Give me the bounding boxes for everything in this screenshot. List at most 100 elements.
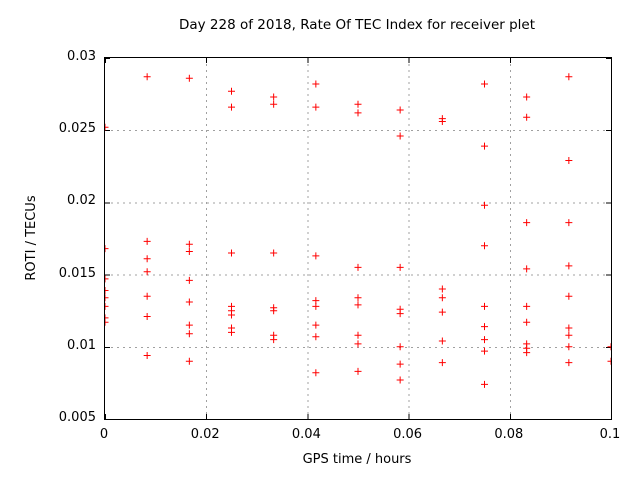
- data-point-marker: [565, 292, 573, 300]
- y-tick-label: 0.01: [67, 337, 96, 353]
- data-point-marker: [228, 311, 235, 319]
- data-point-marker: [105, 123, 109, 131]
- data-point-marker: [396, 343, 404, 351]
- data-point-marker: [185, 298, 193, 306]
- data-point-marker: [565, 343, 573, 351]
- data-point-marker: [270, 336, 278, 344]
- data-point-marker: [396, 360, 404, 368]
- data-point-marker: [143, 237, 151, 245]
- data-point-marker: [523, 219, 531, 227]
- data-point-marker: [312, 369, 320, 377]
- data-point-marker: [185, 247, 193, 255]
- data-point-marker: [185, 276, 193, 284]
- data-point-marker: [354, 331, 362, 339]
- data-point-marker: [143, 73, 151, 81]
- data-point-marker: [565, 262, 573, 270]
- data-point-marker: [523, 318, 531, 326]
- data-point-marker: [523, 265, 531, 273]
- data-point-marker: [143, 312, 151, 320]
- data-point-marker: [481, 323, 488, 331]
- data-point-marker: [523, 302, 531, 310]
- x-tick-label: 0: [99, 427, 109, 442]
- data-point-marker: [105, 275, 109, 283]
- data-point-marker: [105, 286, 109, 294]
- x-tick-label: 0.1: [599, 427, 621, 442]
- data-point-marker: [354, 109, 362, 117]
- y-tick-label: 0.015: [58, 265, 96, 281]
- data-point-marker: [105, 302, 109, 310]
- data-point-marker: [185, 321, 193, 329]
- data-point-marker: [523, 93, 531, 101]
- data-point-marker: [185, 330, 193, 338]
- x-tick-label: 0.02: [190, 427, 220, 442]
- data-point-marker: [396, 310, 404, 318]
- y-tick-label: 0.03: [67, 49, 96, 64]
- data-point-marker: [185, 74, 193, 82]
- data-point-marker: [607, 357, 611, 365]
- data-point-marker: [396, 132, 404, 140]
- y-tick-label: 0.025: [58, 121, 96, 137]
- data-point-marker: [481, 380, 488, 388]
- data-point-marker: [481, 80, 488, 88]
- data-point-marker: [105, 314, 109, 322]
- x-tick-label: 0.04: [291, 427, 321, 442]
- data-point-marker: [481, 201, 488, 209]
- data-point-marker: [270, 307, 278, 315]
- data-point-marker: [565, 157, 573, 165]
- data-point-marker: [185, 240, 193, 248]
- data-point-marker: [565, 73, 573, 81]
- data-point-marker: [312, 321, 320, 329]
- data-point-marker: [523, 113, 531, 121]
- y-tick-label: 0.02: [67, 193, 96, 209]
- data-point-marker: [270, 100, 278, 108]
- data-point-marker: [228, 328, 235, 336]
- data-point-marker: [228, 103, 235, 111]
- data-point-marker: [105, 318, 109, 326]
- data-point-marker: [523, 349, 531, 357]
- data-point-marker: [354, 294, 362, 302]
- plot-area: [104, 57, 612, 420]
- x-tick-label: 0.08: [494, 427, 524, 442]
- data-point-marker: [438, 308, 446, 316]
- x-axis-label: GPS time / hours: [302, 452, 412, 467]
- data-point-marker: [354, 301, 362, 309]
- data-point-marker: [438, 337, 446, 345]
- data-point-marker: [105, 294, 109, 302]
- data-point-marker: [270, 249, 278, 257]
- data-point-marker: [438, 118, 446, 126]
- data-point-marker: [481, 242, 488, 250]
- data-point-marker: [396, 106, 404, 114]
- data-point-marker: [143, 351, 151, 359]
- data-point-marker: [481, 302, 488, 310]
- data-point-marker: [143, 292, 151, 300]
- data-point-marker: [105, 245, 109, 253]
- data-point-marker: [143, 255, 151, 263]
- data-point-marker: [312, 333, 320, 341]
- data-point-marker: [565, 359, 573, 367]
- data-point-marker: [228, 87, 235, 95]
- data-point-marker: [228, 249, 235, 257]
- x-tick-label: 0.06: [393, 427, 423, 442]
- data-point-marker: [312, 80, 320, 88]
- data-point-marker: [607, 343, 611, 351]
- plot-svg: [105, 58, 611, 419]
- data-point-marker: [185, 357, 193, 365]
- data-point-marker: [565, 324, 573, 332]
- data-point-marker: [312, 302, 320, 310]
- data-point-marker: [396, 376, 404, 384]
- data-point-marker: [312, 103, 320, 111]
- chart-title: Day 228 of 2018, Rate Of TEC Index for r…: [178, 17, 536, 33]
- data-point-marker: [481, 142, 488, 150]
- data-point-marker: [481, 347, 488, 355]
- data-point-marker: [354, 340, 362, 348]
- data-point-marker: [565, 331, 573, 339]
- data-point-marker: [438, 285, 446, 293]
- data-point-marker: [438, 294, 446, 302]
- data-point-marker: [481, 336, 488, 344]
- y-tick-label: 0.005: [58, 410, 96, 425]
- data-point-marker: [143, 268, 151, 276]
- data-point-marker: [312, 252, 320, 260]
- data-point-marker: [354, 100, 362, 108]
- data-point-marker: [354, 263, 362, 271]
